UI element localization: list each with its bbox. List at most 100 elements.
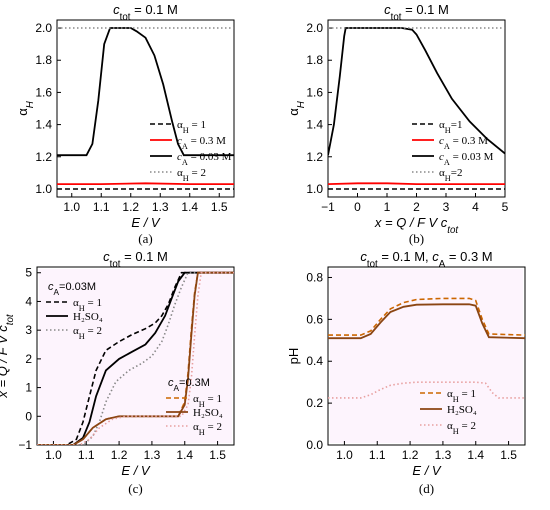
x-axis-label: E / V [131,215,161,230]
y-tick-label: 2.0 [35,21,52,35]
legend-heading: cA=0.3M [168,377,210,393]
series-line-2 [57,27,234,157]
plot-frame [36,266,235,446]
y-tick-label: 0.0 [306,438,323,452]
y-tick-label: 1.8 [35,53,52,67]
legend-label-2: cA = 0.03 M [439,151,494,167]
plot-frame [56,19,235,198]
series-line-4 [37,271,234,445]
y-tick-label: 1 [25,381,32,395]
y-tick-label: 1.4 [306,118,323,132]
panel-label: (d) [419,481,434,496]
series-line-0 [37,271,234,445]
x-tick-label: 1.5 [209,448,226,462]
panel-b: −1 0 1 2 3 4 5 1.0 1.2 1.4 1.6 1.8 2.0 ctot = 0.1 M x … [286,2,509,246]
x-tick-label: 1.1 [369,448,386,462]
x-tick-label: 1.1 [93,200,110,214]
x-tick-label: 1.5 [500,448,517,462]
y-tick-label: 1.4 [35,118,52,132]
series-line-2 [328,27,505,156]
legend-label-0: αH = 1 [177,119,206,135]
x-tick-label: 1.2 [122,200,139,214]
x-tick-label: 1.4 [181,200,198,214]
legend-label-3: αH=2 [439,167,462,183]
y-tick-label: 5 [25,266,32,280]
series-line-1 [37,271,234,445]
legend-label-0: αH=1 [439,119,462,135]
x-tick-label: 1 [384,200,391,214]
x-tick-label: 1.0 [45,448,62,462]
legend-label-3: αH = 1 [193,393,222,409]
series-line-1 [57,182,234,185]
plot-frame [327,266,526,446]
panel-label: (b) [409,231,424,246]
legend-label-2: cA = 0.03 M [177,151,232,167]
y-tick-label: 1.2 [306,150,323,164]
y-tick-label: 1.0 [35,182,52,196]
plot-background [39,269,232,443]
x-tick-label: 1.3 [435,448,452,462]
y-axis-label: αH [286,100,307,116]
y-tick-label: 2.0 [306,21,323,35]
panel-a: 1.0 1.1 1.2 1.3 1.4 1.5 1.0 1.2 1.4 1.6 1.8 2.0 ctot… [15,2,235,246]
legend-label-1: cA = 0.3 M [177,135,226,151]
legend-label-3: αH = 2 [177,167,206,183]
legend-label-1: cA = 0.3 M [439,135,488,151]
chart-title: ctot = 0.1 M [113,2,178,23]
y-tick-label: 0.2 [306,396,323,410]
y-tick-label: 1.2 [35,150,52,164]
legend-label-1: H₂SO₄ [447,404,477,416]
legend-label-1: H₂SO₄ [73,311,103,323]
x-tick-label: 1.0 [336,448,353,462]
legend-label-0: αH = 1 [73,297,102,313]
x-tick-label: −1 [321,200,335,214]
y-tick-label: 0.8 [306,270,323,284]
x-tick-label: 1.1 [78,448,95,462]
x-tick-label: 5 [502,200,509,214]
x-tick-label: 1.5 [211,200,228,214]
y-tick-label: 1.6 [306,85,323,99]
x-axis-label: x = Q / F V ctot [374,215,460,236]
y-tick-label: 0.6 [306,312,323,326]
x-tick-label: 1.2 [402,448,419,462]
legend-label-0: αH = 1 [447,388,476,404]
x-tick-label: 0 [354,200,361,214]
x-axis-label: E / V [121,463,151,478]
y-axis-label: pH [286,348,301,365]
chart-title: ctot = 0.1 M [384,2,449,23]
x-tick-label: 1.2 [111,448,128,462]
y-tick-label: 0.4 [306,354,323,368]
series-line-1 [328,303,525,340]
y-tick-label: 1.8 [306,53,323,67]
series-line-0 [328,297,525,336]
legend-label-4: H₂SO₄ [193,407,223,419]
y-axis-label: αH [15,100,36,116]
y-tick-label: 2 [25,352,32,366]
x-tick-label: 4 [472,200,479,214]
panel-label: (a) [138,231,152,246]
plot-frame [327,19,506,198]
x-tick-label: 3 [443,200,450,214]
legend-label-5: αH = 2 [193,421,222,437]
legend-label-2: αH = 2 [73,325,102,341]
plot-background [330,269,523,443]
y-tick-label: 4 [25,294,32,308]
y-axis-label: x = Q / F V ctot [0,313,16,399]
series-line-5 [37,271,234,445]
legend-heading: cA=0.03M [48,281,96,297]
y-tick-label: −1 [18,438,32,452]
y-tick-label: 1.0 [306,182,323,196]
chart-title: ctot = 0.1 M [103,249,168,270]
panel-d: 1.0 1.1 1.2 1.3 1.4 1.5 0.0 0.2 0.4 0.6 0.8 ctot = … [286,249,526,496]
chart-title: ctot = 0.1 M, cA = 0.3 M [360,249,492,270]
series-line-1 [328,182,505,185]
panel-c: 1.0 1.1 1.2 1.3 1.4 1.5 −1 0 1 2 3 4 5 ctot = 0.1 M E … [0,249,235,496]
y-tick-label: 1.6 [35,85,52,99]
x-tick-label: 1.3 [144,448,161,462]
x-tick-label: 1.4 [467,448,484,462]
y-tick-label: 3 [25,323,32,337]
x-axis-label: E / V [412,463,442,478]
x-tick-label: 2 [413,200,420,214]
legend-label-2: αH = 2 [447,420,476,436]
